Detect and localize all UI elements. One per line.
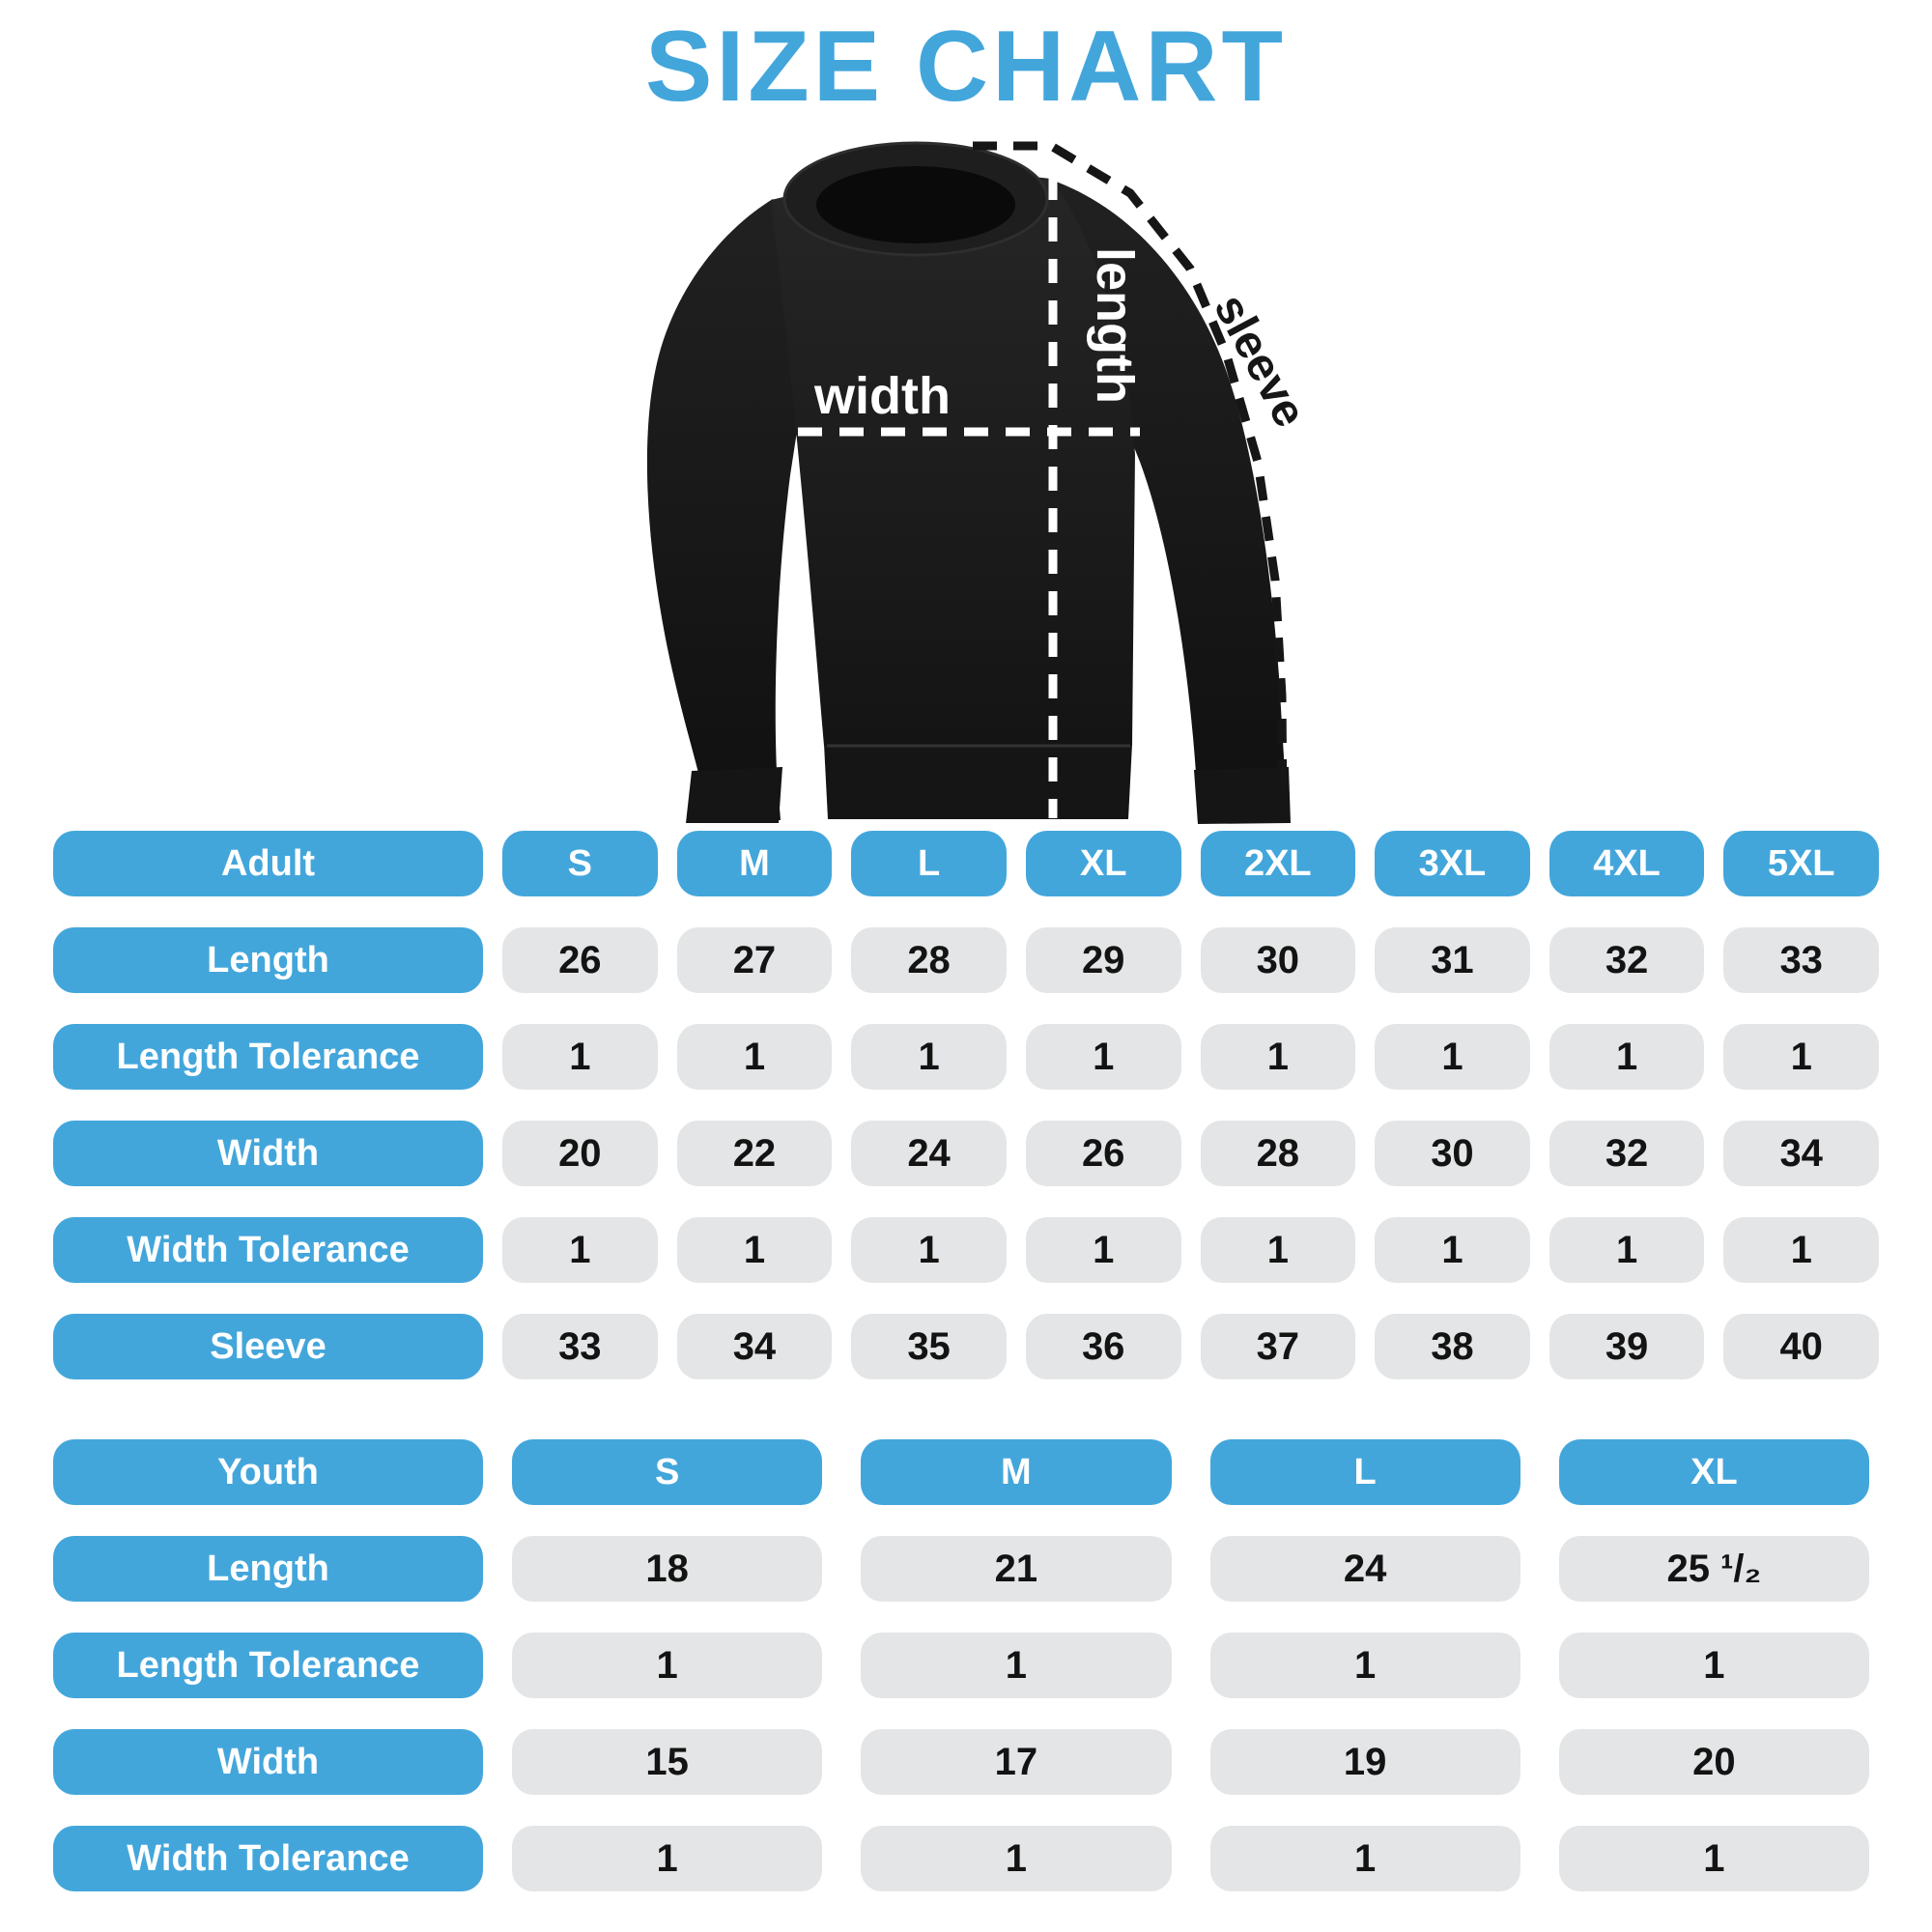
adult-row-label: Sleeve (53, 1314, 483, 1379)
youth-size-value: 1 (1209, 1826, 1520, 1891)
adult-size-value: 34 (1723, 1121, 1879, 1186)
adult-column-header-l: L (851, 831, 1007, 896)
adult-size-value: 1 (676, 1024, 833, 1090)
adult-size-value: 33 (1723, 927, 1879, 993)
adult-size-value: 1 (502, 1024, 658, 1090)
youth-size-value: 1 (861, 1633, 1172, 1698)
adult-row-label: Width Tolerance (53, 1217, 483, 1283)
youth-size-value: 25 ¹/₂ (1558, 1536, 1869, 1602)
youth-row-label: Width Tolerance (53, 1826, 483, 1891)
adult-size-value: 1 (851, 1217, 1007, 1283)
adult-size-value: 1 (676, 1217, 833, 1283)
adult-size-value: 28 (851, 927, 1007, 993)
adult-size-value: 24 (851, 1121, 1007, 1186)
adult-size-value: 29 (1025, 927, 1181, 993)
adult-row-label: Width (53, 1121, 483, 1186)
left-cuff (686, 767, 782, 823)
length-label: length (1086, 247, 1144, 404)
width-label: width (813, 367, 951, 425)
adult-column-header-xl: XL (1025, 831, 1181, 896)
adult-size-value: 34 (676, 1314, 833, 1379)
youth-row-label: Width (53, 1729, 483, 1795)
youth-column-header-l: L (1209, 1439, 1520, 1505)
youth-column-header-m: M (861, 1439, 1172, 1505)
sweatshirt-diagram: width length sleeve (483, 89, 1372, 833)
adult-size-value: 27 (676, 927, 833, 993)
adult-size-value: 33 (502, 1314, 658, 1379)
adult-column-header-adult: Adult (53, 831, 483, 896)
adult-size-value: 36 (1025, 1314, 1181, 1379)
adult-size-value: 1 (1548, 1217, 1705, 1283)
adult-size-value: 1 (851, 1024, 1007, 1090)
youth-size-value: 1 (1558, 1826, 1869, 1891)
adult-size-value: 39 (1548, 1314, 1705, 1379)
youth-size-value: 19 (1209, 1729, 1520, 1795)
adult-column-header-4xl: 4XL (1548, 831, 1705, 896)
adult-size-value: 35 (851, 1314, 1007, 1379)
adult-size-value: 1 (1200, 1217, 1356, 1283)
youth-row-label: Length Tolerance (53, 1633, 483, 1698)
sweatshirt-measurement-illustration: width length sleeve (646, 141, 1316, 824)
adult-size-value: 1 (1548, 1024, 1705, 1090)
page-title: SIZE CHART (645, 11, 1287, 123)
adult-size-value: 1 (1723, 1217, 1879, 1283)
adult-size-value: 26 (502, 927, 658, 993)
adult-size-value: 31 (1375, 927, 1530, 993)
sweatshirt-graphic (646, 141, 1291, 824)
adult-row-label: Length Tolerance (53, 1024, 483, 1090)
adult-row-label: Length (53, 927, 483, 993)
hem-band (824, 744, 1132, 819)
sleeve-measure-line (973, 141, 1288, 819)
youth-size-value: 1 (1209, 1633, 1520, 1698)
adult-column-header-3xl: 3XL (1375, 831, 1530, 896)
youth-size-value: 1 (1558, 1633, 1869, 1698)
adult-size-value: 32 (1548, 1121, 1705, 1186)
adult-size-value: 28 (1200, 1121, 1356, 1186)
youth-size-value: 15 (512, 1729, 823, 1795)
youth-column-header-s: S (512, 1439, 823, 1505)
adult-column-header-2xl: 2XL (1200, 831, 1356, 896)
adult-size-value: 1 (1375, 1217, 1530, 1283)
adult-size-value: 22 (676, 1121, 833, 1186)
adult-size-value: 38 (1375, 1314, 1530, 1379)
adult-size-value: 20 (502, 1121, 658, 1186)
adult-size-value: 1 (1375, 1024, 1530, 1090)
youth-size-value: 1 (861, 1826, 1172, 1891)
adult-size-value: 1 (1025, 1024, 1181, 1090)
adult-size-value: 37 (1200, 1314, 1356, 1379)
youth-column-header-youth: Youth (53, 1439, 483, 1505)
youth-column-header-xl: XL (1558, 1439, 1869, 1505)
right-sleeve (1051, 180, 1287, 822)
adult-size-value: 1 (1025, 1217, 1181, 1283)
adult-size-table: Adult S M L XL 2XL 3XL 4XL 5XL Length 26 27 28 29 30 31… (53, 831, 1879, 1379)
youth-row-label: Length (53, 1536, 483, 1602)
youth-size-value: 24 (1209, 1536, 1520, 1602)
adult-size-value: 30 (1200, 927, 1356, 993)
adult-size-value: 40 (1723, 1314, 1879, 1379)
youth-size-value: 20 (1558, 1729, 1869, 1795)
adult-size-value: 30 (1375, 1121, 1530, 1186)
adult-size-value: 32 (1548, 927, 1705, 993)
adult-size-value: 1 (1723, 1024, 1879, 1090)
adult-column-header-m: M (676, 831, 833, 896)
youth-size-value: 21 (861, 1536, 1172, 1602)
adult-column-header-5xl: 5XL (1723, 831, 1879, 896)
adult-size-value: 26 (1025, 1121, 1181, 1186)
adult-column-header-s: S (502, 831, 658, 896)
youth-size-table: Youth S M L XL Length 18 21 24 25 ¹/₂ Length Toler… (53, 1439, 1879, 1891)
torso (771, 169, 1135, 746)
right-cuff (1194, 767, 1291, 824)
youth-size-value: 1 (512, 1826, 823, 1891)
youth-size-value: 18 (512, 1536, 823, 1602)
youth-size-value: 1 (512, 1633, 823, 1698)
adult-size-value: 1 (502, 1217, 658, 1283)
left-sleeve (646, 199, 798, 820)
collar-inner (816, 166, 1015, 243)
adult-size-value: 1 (1200, 1024, 1356, 1090)
youth-size-value: 17 (861, 1729, 1172, 1795)
